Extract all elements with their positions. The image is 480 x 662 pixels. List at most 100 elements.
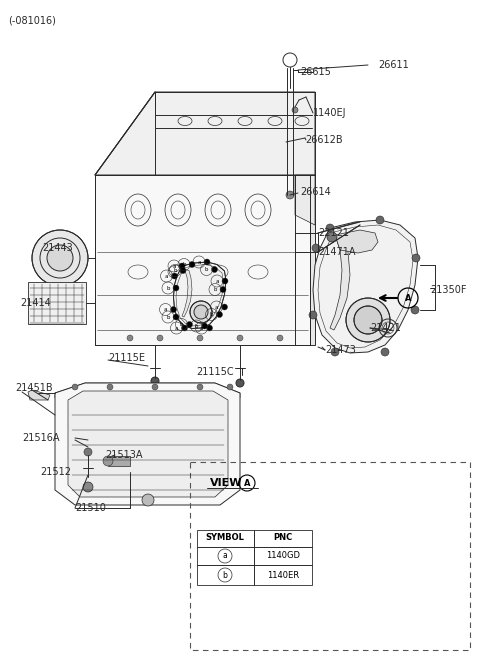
Text: 21421: 21421 — [370, 323, 401, 333]
Text: 21115E: 21115E — [108, 353, 145, 363]
Text: a: a — [164, 307, 167, 312]
Polygon shape — [55, 383, 240, 505]
Circle shape — [152, 384, 158, 390]
Text: a: a — [215, 305, 218, 310]
Circle shape — [202, 323, 207, 329]
Circle shape — [411, 306, 419, 314]
Circle shape — [206, 325, 213, 331]
Text: b: b — [180, 322, 183, 327]
Text: a: a — [175, 326, 178, 330]
Circle shape — [227, 384, 233, 390]
Text: 26614: 26614 — [300, 187, 331, 197]
Circle shape — [103, 456, 113, 466]
Circle shape — [331, 348, 339, 356]
Polygon shape — [310, 175, 315, 345]
Circle shape — [204, 259, 210, 265]
Polygon shape — [335, 230, 378, 253]
Polygon shape — [55, 383, 240, 398]
Text: A: A — [244, 479, 250, 487]
Circle shape — [222, 278, 228, 284]
Circle shape — [354, 306, 382, 334]
Text: 1140EJ: 1140EJ — [313, 108, 347, 118]
Circle shape — [194, 305, 208, 319]
Circle shape — [309, 311, 317, 319]
Circle shape — [170, 307, 177, 312]
Text: 21513A: 21513A — [105, 450, 143, 460]
Text: 21414: 21414 — [20, 298, 51, 308]
Text: b: b — [213, 287, 217, 292]
Bar — [197, 530, 312, 585]
Circle shape — [32, 230, 88, 286]
Text: 21443: 21443 — [42, 243, 73, 253]
Text: b: b — [182, 262, 186, 267]
Polygon shape — [108, 456, 130, 466]
Text: 21473: 21473 — [325, 345, 356, 355]
Bar — [28, 282, 86, 324]
Text: 21516A: 21516A — [22, 433, 60, 443]
Circle shape — [84, 448, 92, 456]
Text: 21512: 21512 — [40, 467, 71, 477]
Text: b: b — [210, 312, 213, 317]
Polygon shape — [95, 175, 310, 345]
Text: b: b — [173, 268, 177, 273]
Circle shape — [181, 325, 188, 331]
Circle shape — [179, 263, 185, 269]
Text: 21350F: 21350F — [430, 285, 467, 295]
Text: a: a — [200, 326, 203, 330]
Circle shape — [220, 287, 226, 293]
Circle shape — [171, 273, 178, 279]
Polygon shape — [28, 390, 50, 400]
Polygon shape — [68, 391, 228, 497]
Circle shape — [47, 245, 73, 271]
Circle shape — [292, 107, 298, 113]
Circle shape — [277, 335, 283, 341]
Circle shape — [327, 232, 337, 242]
Circle shape — [381, 348, 389, 356]
Text: A: A — [405, 293, 411, 303]
Circle shape — [197, 384, 203, 390]
Circle shape — [187, 322, 192, 328]
Text: 1140GD: 1140GD — [266, 551, 300, 561]
Circle shape — [197, 335, 203, 341]
Text: a: a — [172, 263, 176, 269]
Text: 21510: 21510 — [75, 503, 106, 513]
Circle shape — [190, 301, 212, 323]
Circle shape — [127, 335, 133, 341]
Text: 26612B: 26612B — [305, 135, 343, 145]
Text: (-081016): (-081016) — [8, 15, 56, 25]
Text: a: a — [215, 279, 219, 283]
Circle shape — [236, 379, 244, 387]
Circle shape — [221, 304, 228, 310]
Circle shape — [216, 312, 223, 318]
Text: b: b — [223, 571, 228, 579]
Text: a: a — [223, 551, 228, 561]
Circle shape — [180, 267, 186, 273]
Polygon shape — [95, 92, 315, 175]
Text: 26611: 26611 — [378, 60, 409, 70]
Polygon shape — [295, 175, 315, 225]
Text: 21471A: 21471A — [318, 247, 356, 257]
Text: b: b — [166, 314, 170, 320]
Circle shape — [312, 244, 320, 252]
Circle shape — [72, 384, 78, 390]
Text: PNC: PNC — [274, 534, 293, 542]
Text: 21451B: 21451B — [15, 383, 53, 393]
Bar — [190, 462, 470, 650]
Circle shape — [212, 267, 217, 273]
Circle shape — [142, 494, 154, 506]
Text: 26615: 26615 — [300, 67, 331, 77]
Polygon shape — [330, 235, 350, 330]
Text: b: b — [195, 324, 198, 328]
Circle shape — [173, 314, 179, 320]
Text: a: a — [197, 260, 201, 265]
Text: b: b — [166, 285, 170, 291]
Circle shape — [107, 384, 113, 390]
Circle shape — [151, 377, 159, 385]
Text: 21115C: 21115C — [196, 367, 234, 377]
Circle shape — [173, 285, 179, 291]
Text: SYMBOL: SYMBOL — [205, 534, 244, 542]
Circle shape — [286, 191, 294, 199]
Text: a: a — [165, 273, 168, 279]
Circle shape — [326, 224, 334, 232]
Circle shape — [189, 261, 195, 267]
